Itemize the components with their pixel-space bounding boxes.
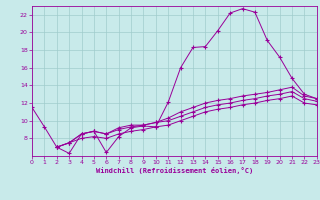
X-axis label: Windchill (Refroidissement éolien,°C): Windchill (Refroidissement éolien,°C) <box>96 167 253 174</box>
